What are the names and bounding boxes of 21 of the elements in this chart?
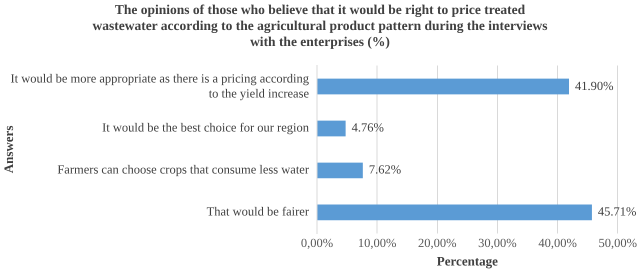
x-axis-title: Percentage xyxy=(436,254,498,269)
y-tick-label: It would be more appropriate as there is a pricing according to the yield increase xyxy=(10,71,310,100)
chart-title: The opinions of those who believe that it would be right to price treated wastewater according to the agricultural product pattern during the interviews with the enterprises (%) xyxy=(91,2,549,50)
x-tick-label: 50,00% xyxy=(598,236,638,250)
data-label: 7.62% xyxy=(368,162,402,177)
bar xyxy=(318,204,592,220)
x-tick-label: 20,00% xyxy=(418,236,457,250)
y-tick-label: It would be the best choice for our region xyxy=(102,120,310,135)
x-tick-label: 0,00% xyxy=(300,236,334,250)
x-tick-label: 40,00% xyxy=(538,236,577,250)
y-tick-label: Farmers can choose crops that consume less water xyxy=(57,162,310,177)
bar xyxy=(318,120,346,136)
y-tick-label: That would be fairer xyxy=(206,204,310,219)
y-axis-title: Answers xyxy=(1,126,16,174)
data-label: 45.71% xyxy=(598,204,636,219)
bar xyxy=(318,78,570,94)
x-tick-label: 30,00% xyxy=(478,236,517,250)
x-tick-label: 10,00% xyxy=(358,236,396,250)
data-label: 41.90% xyxy=(575,78,614,93)
bar xyxy=(318,162,363,178)
data-label: 4.76% xyxy=(352,120,384,135)
